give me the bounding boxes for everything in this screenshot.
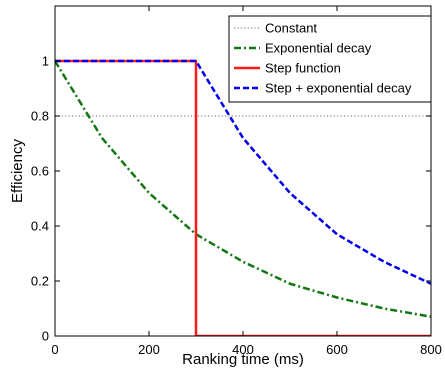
legend-label-1: Constant <box>265 21 317 36</box>
y-tick-label-1: 0.2 <box>31 274 49 289</box>
legend: Constant Exponential decay Step function St… <box>228 15 432 103</box>
series-layer <box>55 59 431 336</box>
y-tick-label-5: 1 <box>42 54 49 69</box>
ticks-layer: 0 200 400 600 800 0 0.2 0.4 0.6 0.8 1 <box>31 6 442 357</box>
legend-label-2: Exponential decay <box>265 41 372 56</box>
y-axis-label: Efficiency <box>9 139 26 203</box>
y-tick-label-4: 0.8 <box>31 109 49 124</box>
y-tick-label-3: 0.6 <box>31 164 49 179</box>
x-tick-label-2: 400 <box>232 342 254 357</box>
x-tick-label-4: 800 <box>420 342 442 357</box>
x-tick-label-0: 0 <box>51 342 58 357</box>
series-line-3 <box>55 59 431 336</box>
series-line-4 <box>55 59 431 285</box>
x-tick-label-1: 200 <box>138 342 160 357</box>
legend-box <box>228 15 432 103</box>
x-axis-label: Ranking time (ms) <box>182 351 304 368</box>
legend-label-4: Step + exponential decay <box>265 81 412 96</box>
x-tick-label-3: 600 <box>326 342 348 357</box>
y-tick-label-2: 0.4 <box>31 219 49 234</box>
legend-label-3: Step function <box>265 61 341 76</box>
y-tick-label-0: 0 <box>42 329 49 344</box>
